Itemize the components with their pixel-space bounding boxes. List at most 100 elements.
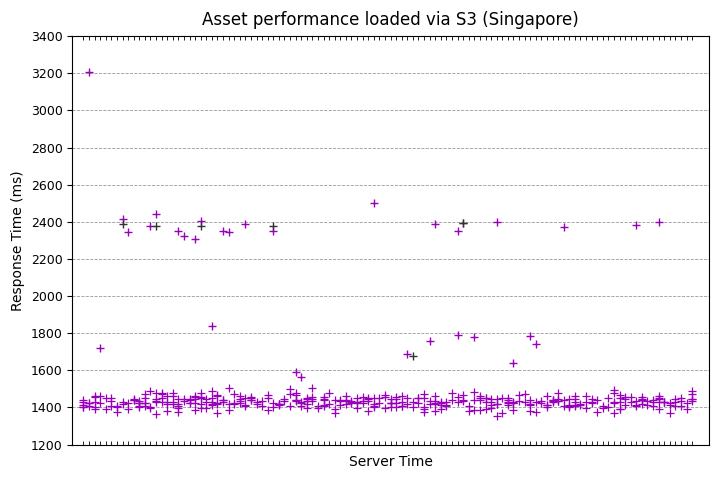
Point	[240, 220, 251, 228]
Point	[457, 397, 469, 405]
Point	[133, 402, 145, 409]
Point	[636, 396, 647, 404]
Point	[206, 398, 217, 406]
Point	[318, 396, 329, 403]
Point	[491, 400, 503, 408]
Point	[591, 396, 603, 404]
Point	[273, 400, 284, 408]
Point	[524, 401, 536, 408]
Point	[390, 404, 402, 411]
Point	[686, 396, 698, 403]
Point	[430, 400, 441, 408]
Point	[329, 406, 341, 413]
Point	[541, 392, 553, 399]
Point	[84, 69, 95, 76]
Point	[335, 397, 346, 405]
Point	[94, 344, 106, 352]
Point	[608, 386, 620, 394]
Point	[424, 396, 436, 404]
Point	[530, 408, 541, 416]
Point	[670, 396, 681, 403]
Point	[430, 397, 441, 405]
Point	[106, 394, 117, 402]
Point	[430, 392, 441, 400]
Point	[195, 389, 207, 397]
Point	[189, 393, 201, 400]
Point	[642, 397, 653, 405]
Point	[446, 389, 458, 396]
Point	[396, 398, 408, 406]
Point	[139, 399, 150, 407]
Point	[480, 405, 491, 413]
Point	[335, 401, 346, 409]
Point	[256, 402, 268, 410]
Point	[591, 408, 603, 415]
Point	[619, 395, 631, 403]
Point	[384, 399, 396, 407]
Point	[178, 395, 189, 403]
Point	[435, 399, 446, 407]
Point	[156, 398, 167, 406]
Point	[659, 398, 670, 406]
Point	[268, 222, 279, 229]
Point	[670, 402, 681, 410]
Point	[111, 403, 122, 411]
Point	[111, 408, 122, 416]
Point	[631, 402, 642, 409]
Point	[273, 400, 284, 408]
Point	[117, 400, 128, 408]
Point	[246, 394, 257, 401]
Point	[374, 394, 385, 402]
Point	[234, 396, 246, 404]
Point	[469, 389, 480, 396]
Point	[212, 400, 223, 408]
Point	[173, 395, 184, 403]
Point	[407, 403, 418, 410]
Point	[430, 220, 441, 228]
Point	[145, 403, 156, 410]
Point	[441, 398, 452, 406]
Point	[552, 397, 564, 405]
Point	[150, 210, 162, 217]
Point	[368, 400, 379, 408]
Point	[167, 392, 179, 400]
Point	[597, 402, 608, 409]
Point	[195, 222, 207, 229]
Point	[502, 395, 513, 402]
Point	[133, 403, 145, 411]
Point	[485, 401, 497, 408]
Point	[441, 403, 452, 410]
Point	[323, 389, 335, 397]
Point	[318, 393, 329, 401]
Point	[145, 387, 156, 395]
Point	[546, 397, 558, 405]
Point	[246, 396, 257, 404]
Point	[318, 396, 329, 404]
Point	[206, 322, 217, 330]
Point	[301, 395, 312, 403]
Point	[89, 393, 100, 401]
Point	[452, 394, 464, 401]
Point	[312, 404, 324, 411]
Point	[642, 401, 653, 408]
Point	[508, 359, 519, 367]
Point	[435, 405, 446, 413]
Y-axis label: Response Time (ms): Response Time (ms)	[11, 170, 25, 311]
Point	[379, 391, 391, 399]
Point	[206, 394, 217, 402]
Point	[625, 398, 636, 406]
Point	[122, 399, 134, 407]
Point	[133, 399, 145, 407]
Point	[569, 398, 580, 406]
Point	[402, 400, 413, 408]
Point	[664, 399, 675, 407]
Point	[580, 405, 592, 412]
Point	[340, 400, 351, 408]
Point	[647, 398, 659, 406]
Point	[418, 403, 430, 410]
Point	[145, 404, 156, 412]
Point	[686, 388, 698, 396]
Point	[84, 399, 95, 407]
Point	[524, 396, 536, 404]
Point	[686, 395, 698, 403]
